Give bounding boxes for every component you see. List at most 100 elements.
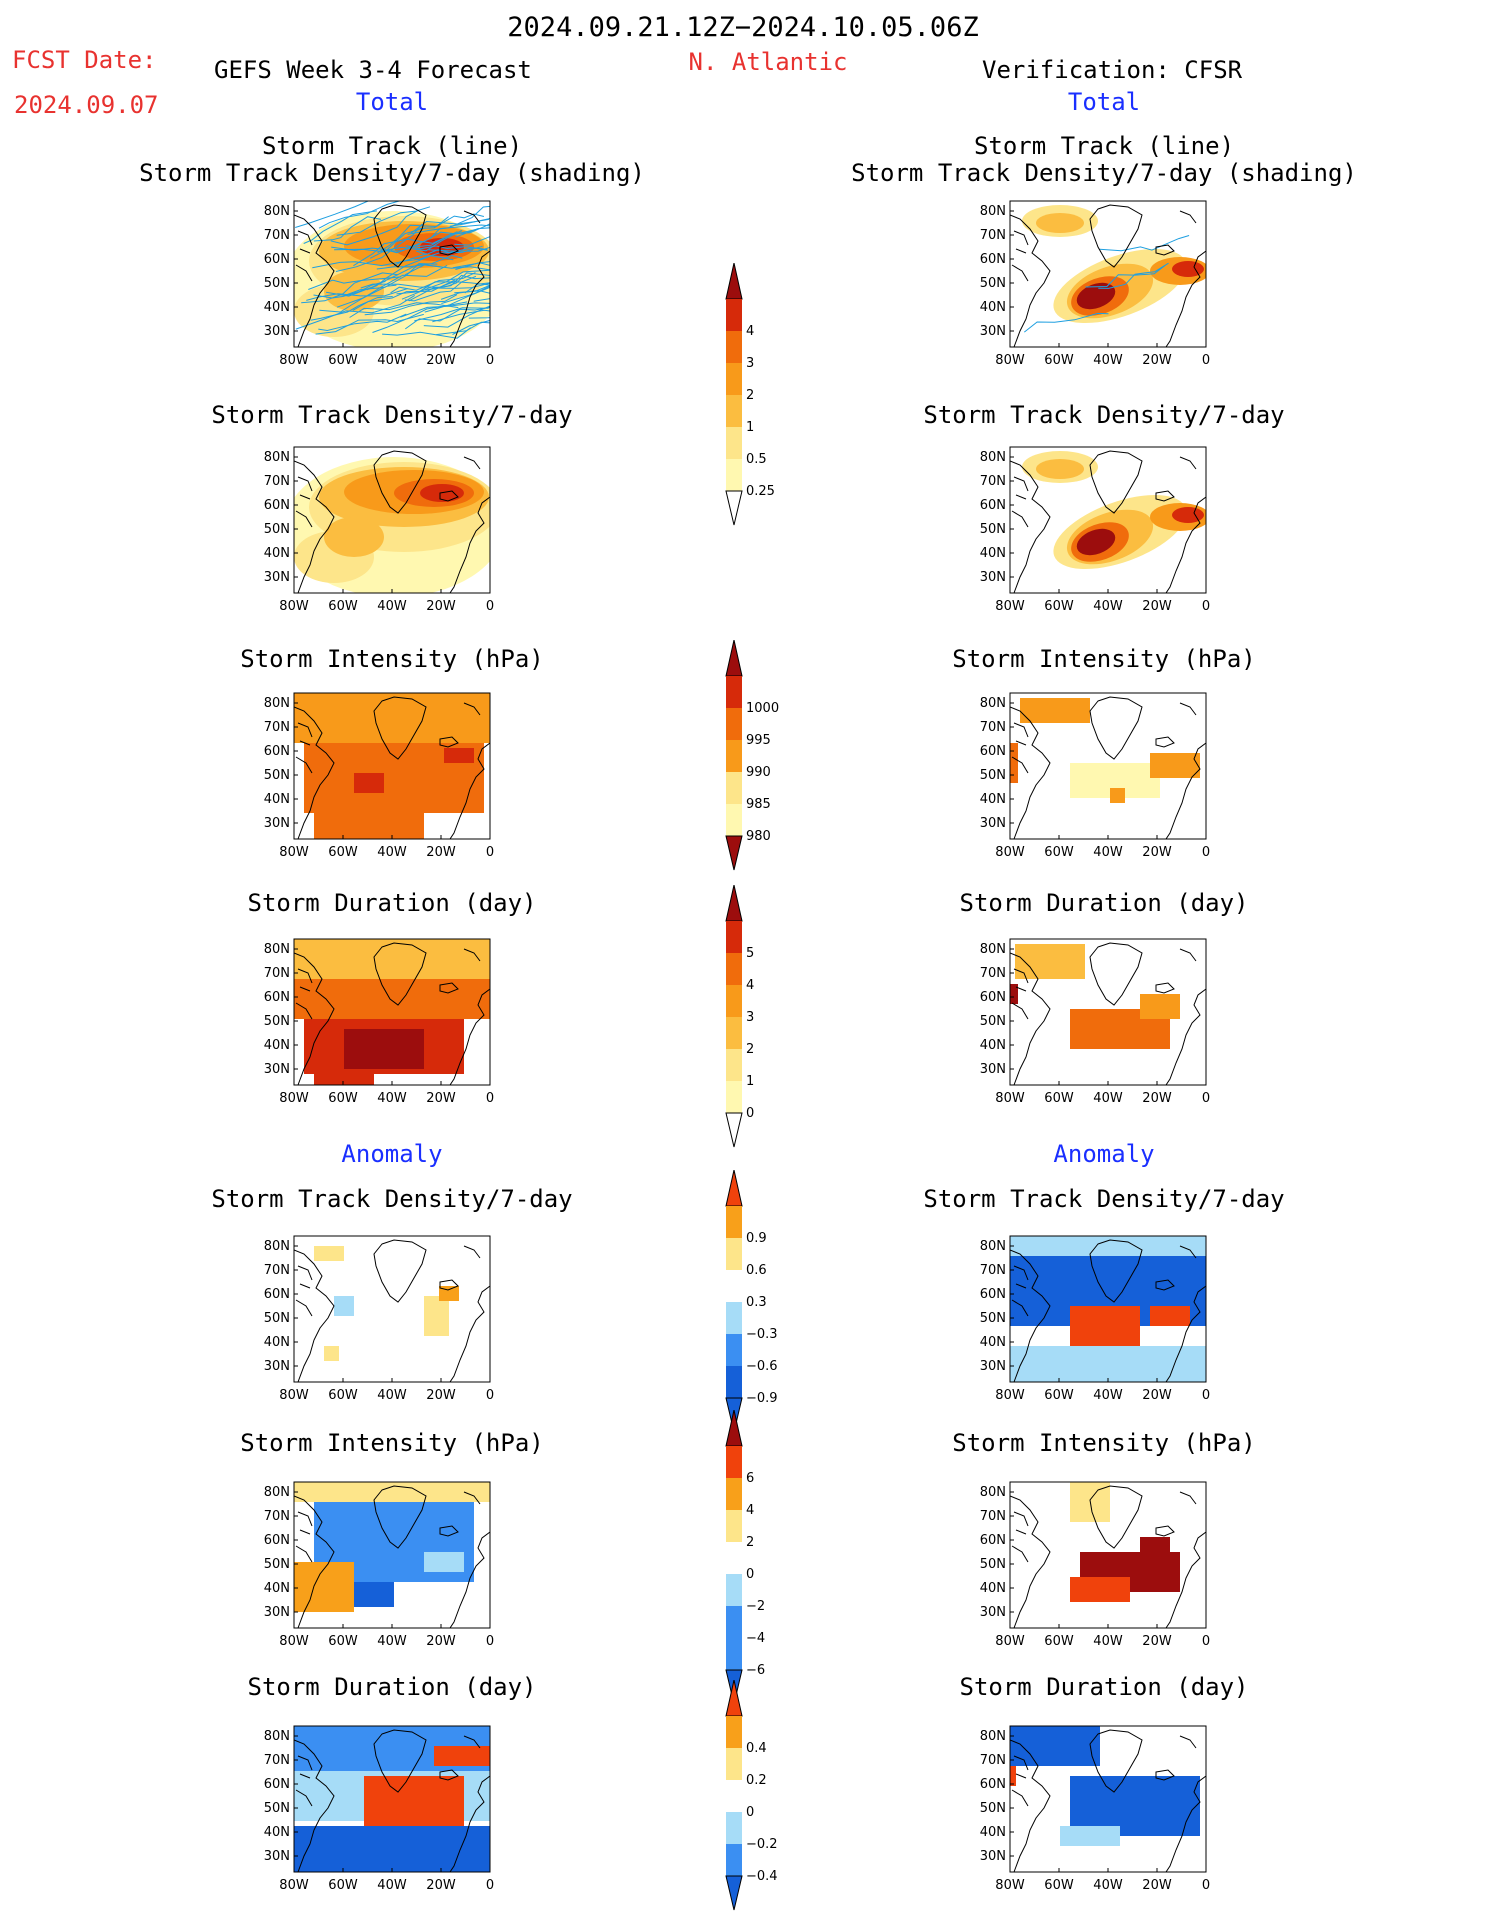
coastline	[1179, 1245, 1197, 1259]
lat-label: 80N	[980, 696, 1006, 711]
shading-cell	[444, 748, 474, 763]
lat-label: 60N	[264, 1533, 290, 1548]
lat-label: 70N	[264, 1509, 290, 1524]
storm-track-line	[1098, 262, 1169, 289]
lat-label: 50N	[980, 768, 1006, 783]
coastline	[295, 476, 313, 528]
storm-track-line	[400, 302, 490, 318]
panel-title-duration-anom-right: Storm Duration (day)	[959, 1673, 1249, 1701]
map-intensity-anom-verification: 80N 70N 60N 50N 40N 30N 80W 60W 40W 20W 0	[964, 1472, 1230, 1666]
lon-label: 20W	[1142, 1878, 1172, 1893]
storm-track-line	[312, 253, 428, 269]
storm-track-line	[334, 227, 427, 253]
lat-label: 40N	[264, 1038, 290, 1053]
lat-label: 60N	[264, 252, 290, 267]
lon-label: 60W	[1044, 599, 1074, 614]
shading-cell	[294, 939, 490, 979]
lat-label: 50N	[264, 768, 290, 783]
colorbar-arrow-bottom	[725, 1112, 743, 1148]
lon-label: 20W	[1142, 845, 1172, 860]
coastline	[463, 948, 481, 962]
storm-track-line	[1085, 265, 1166, 288]
coastline	[439, 244, 459, 256]
lat-label: 50N	[980, 276, 1006, 291]
panel-title-track-left: Storm Track (line) Storm Track Density/7-…	[139, 132, 645, 187]
lat-label: 70N	[980, 966, 1006, 981]
lat-label: 40N	[264, 792, 290, 807]
coastline	[449, 1285, 490, 1382]
lon-label: 20W	[1142, 599, 1172, 614]
colorbar-label: 0.5	[746, 452, 767, 467]
lat-label: 70N	[980, 720, 1006, 735]
colorbar-segment	[726, 331, 742, 363]
colorbar-label: 0.6	[746, 1263, 767, 1278]
map-duration-anom-verification: 80N 70N 60N 50N 40N 30N 80W 60W 40W 20W 0	[964, 1716, 1230, 1910]
colorbar-label: 0.4	[746, 1741, 767, 1756]
storm-track-line	[440, 284, 490, 300]
coastline	[1165, 742, 1206, 839]
shading-cell	[334, 1296, 354, 1316]
storm-track-line	[372, 301, 468, 333]
lon-label: 60W	[328, 1634, 358, 1649]
panel-title-duration-right: Storm Duration (day)	[959, 889, 1249, 917]
panel-title-density-left: Storm Track Density/7-day	[211, 401, 573, 429]
lon-label: 40W	[1093, 1634, 1123, 1649]
map-duration-anom-forecast: 80N 70N 60N 50N 40N 30N 80W 60W 40W 20W 0	[248, 1716, 514, 1910]
lat-label: 40N	[980, 792, 1006, 807]
storm-track-line	[318, 201, 402, 229]
coastline	[463, 1491, 481, 1505]
lon-label: 80W	[279, 599, 309, 614]
lat-label: 60N	[980, 1777, 1006, 1792]
storm-track-line	[405, 245, 488, 251]
shading-cell	[424, 1296, 449, 1336]
storm-track-line	[414, 306, 490, 322]
lat-label: 40N	[980, 1335, 1006, 1350]
coastline	[449, 250, 490, 347]
storm-track-line	[369, 230, 463, 259]
shading-cell	[1140, 1537, 1170, 1557]
lon-label: 40W	[377, 1634, 407, 1649]
coastline	[294, 1249, 335, 1382]
colorbar-segment	[726, 804, 742, 836]
lon-label: 40W	[377, 1388, 407, 1403]
lon-label: 20W	[426, 353, 456, 368]
lat-label: 80N	[264, 1239, 290, 1254]
lat-label: 60N	[980, 252, 1006, 267]
lat-label: 70N	[264, 966, 290, 981]
lon-label: 80W	[279, 1091, 309, 1106]
coastline	[295, 230, 313, 282]
coastline	[1165, 1775, 1206, 1872]
lat-label: 40N	[980, 1038, 1006, 1053]
storm-track-line	[295, 294, 415, 330]
lat-label: 60N	[980, 1287, 1006, 1302]
lat-label: 40N	[264, 300, 290, 315]
lon-label: 60W	[1044, 845, 1074, 860]
coastline	[439, 1525, 459, 1537]
storm-track-line	[429, 272, 490, 290]
lon-label: 0	[1202, 599, 1210, 614]
storm-track-line	[313, 216, 382, 242]
lon-label: 20W	[426, 845, 456, 860]
colorbar-segment	[726, 1238, 742, 1270]
lon-label: 80W	[279, 1878, 309, 1893]
map-density-verification: 80N 70N 60N 50N 40N 30N 80W 60W 40W 20W 0	[964, 437, 1230, 631]
coastline	[1155, 1525, 1175, 1537]
coastline	[1011, 1265, 1029, 1317]
panel-title-intensity-anom-left: Storm Intensity (hPa)	[240, 1429, 544, 1457]
map-intensity-forecast: 80N 70N 60N 50N 40N 30N 80W 60W 40W 20W 0	[248, 683, 514, 877]
lat-label: 50N	[264, 522, 290, 537]
colorbar-segment	[726, 1049, 742, 1081]
lon-label: 0	[486, 1878, 494, 1893]
colorbar-segment	[726, 1366, 742, 1398]
colorbar-segment	[726, 1270, 742, 1302]
lat-label: 30N	[264, 816, 290, 831]
coastline	[373, 1485, 427, 1549]
panel-title-density-right: Storm Track Density/7-day	[923, 401, 1285, 429]
colorbar-label: 1	[746, 420, 754, 435]
lon-label: 0	[486, 845, 494, 860]
shading-cell	[294, 1826, 490, 1872]
lat-label: 80N	[264, 204, 290, 219]
lat-label: 50N	[264, 1801, 290, 1816]
lat-label: 80N	[264, 450, 290, 465]
lon-label: 60W	[328, 1091, 358, 1106]
